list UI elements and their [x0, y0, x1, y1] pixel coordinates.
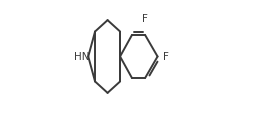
Text: F: F — [163, 52, 168, 62]
Text: F: F — [142, 14, 148, 24]
Text: HN: HN — [74, 52, 89, 62]
